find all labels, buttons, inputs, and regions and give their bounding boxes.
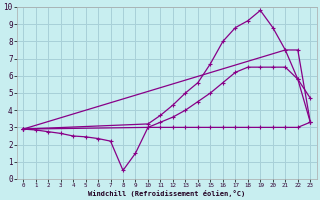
- X-axis label: Windchill (Refroidissement éolien,°C): Windchill (Refroidissement éolien,°C): [88, 190, 245, 197]
